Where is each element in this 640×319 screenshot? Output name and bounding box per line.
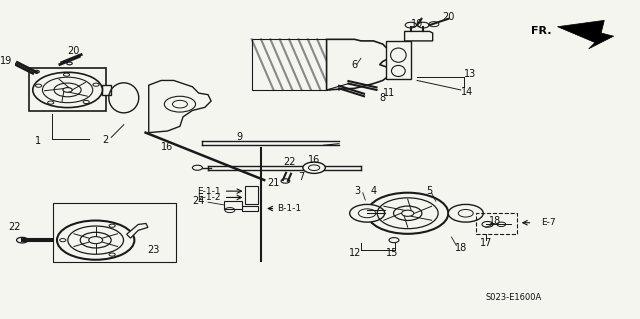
Text: 15: 15 <box>386 248 398 258</box>
Bar <box>223 201 243 209</box>
Text: 19: 19 <box>0 56 12 65</box>
Polygon shape <box>326 39 389 90</box>
Text: E-7: E-7 <box>541 218 556 227</box>
Bar <box>243 206 258 211</box>
Polygon shape <box>557 20 614 49</box>
Text: 18: 18 <box>489 216 501 226</box>
Text: 16: 16 <box>308 154 320 165</box>
Text: 10: 10 <box>411 19 423 28</box>
Text: 20: 20 <box>67 46 79 56</box>
Text: E-1-1: E-1-1 <box>197 187 221 196</box>
Bar <box>246 186 258 204</box>
Polygon shape <box>404 32 433 41</box>
Text: 1: 1 <box>35 136 42 146</box>
Bar <box>102 85 111 95</box>
Text: 13: 13 <box>464 69 476 79</box>
Text: 23: 23 <box>148 245 160 255</box>
Circle shape <box>349 204 385 222</box>
Bar <box>476 213 517 234</box>
Circle shape <box>303 162 325 174</box>
Text: 3: 3 <box>355 186 361 196</box>
Text: 9: 9 <box>236 132 243 142</box>
Text: FR.: FR. <box>531 26 551 36</box>
Text: S023-E1600A: S023-E1600A <box>486 293 542 301</box>
Text: 5: 5 <box>426 186 433 196</box>
Bar <box>29 68 106 112</box>
Text: 2: 2 <box>102 135 108 145</box>
Circle shape <box>33 72 102 108</box>
Circle shape <box>57 220 134 260</box>
Text: 18: 18 <box>454 243 467 253</box>
Circle shape <box>164 96 196 112</box>
Circle shape <box>448 204 483 222</box>
Text: 8: 8 <box>380 93 386 103</box>
Text: 17: 17 <box>479 238 492 248</box>
Polygon shape <box>386 41 411 79</box>
Text: 22: 22 <box>8 222 20 233</box>
Text: 22: 22 <box>283 157 296 167</box>
Text: 24: 24 <box>193 196 205 206</box>
Text: B-1-1: B-1-1 <box>276 204 301 213</box>
Bar <box>252 39 326 90</box>
Text: 12: 12 <box>348 248 361 258</box>
Text: 11: 11 <box>383 88 395 98</box>
Circle shape <box>193 165 202 170</box>
Text: 4: 4 <box>371 186 376 196</box>
Polygon shape <box>148 80 211 133</box>
Text: 7: 7 <box>298 172 305 182</box>
Text: E-1-2: E-1-2 <box>197 193 221 202</box>
Text: 6: 6 <box>351 60 358 70</box>
Circle shape <box>394 206 422 220</box>
Circle shape <box>367 193 448 234</box>
Text: 14: 14 <box>461 86 473 97</box>
Text: 20: 20 <box>442 12 454 22</box>
Text: 16: 16 <box>161 142 173 152</box>
Bar <box>53 203 176 262</box>
Circle shape <box>389 238 399 243</box>
Text: 21: 21 <box>268 178 280 188</box>
Polygon shape <box>127 224 148 238</box>
Circle shape <box>80 232 111 248</box>
